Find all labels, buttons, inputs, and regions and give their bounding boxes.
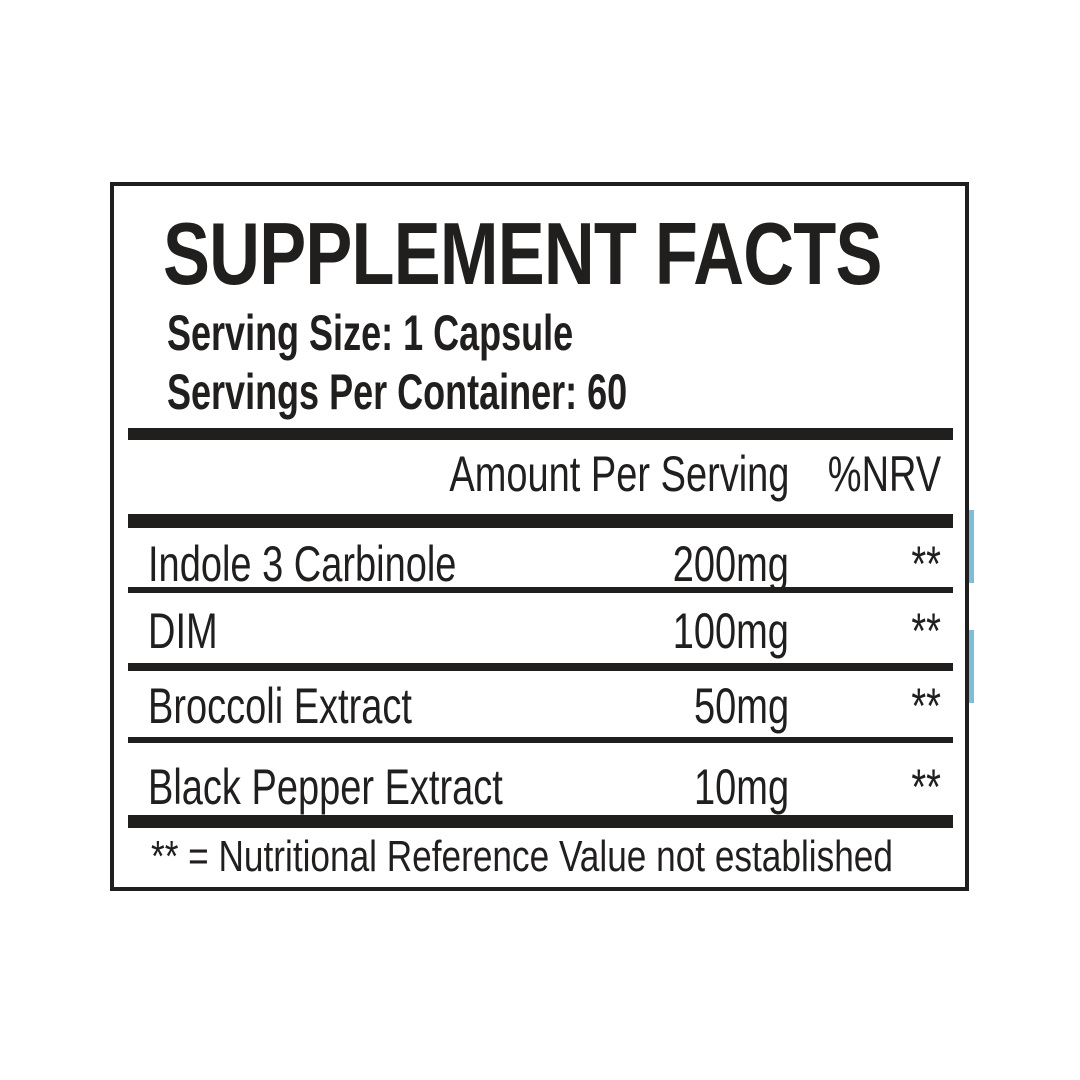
column-header-amount-per-serving: Amount Per Serving — [448, 446, 789, 502]
ingredient-name: Indole 3 Carbinole — [148, 536, 457, 592]
table-row: Broccoli Extract 50mg ** — [114, 681, 965, 735]
ingredient-name: Broccoli Extract — [148, 678, 412, 734]
blue-edge-artifact — [969, 630, 974, 703]
ingredient-amount: 200mg — [672, 536, 789, 592]
table-header-row: Amount Per Serving %NRV — [114, 449, 965, 503]
divider-thick-top — [128, 428, 953, 440]
divider-row — [128, 587, 953, 593]
ingredient-amount: 50mg — [693, 678, 789, 734]
supplement-facts-panel: SUPPLEMENT FACTS Serving Size: 1 Capsule… — [110, 182, 974, 891]
divider-row — [128, 737, 953, 743]
servings-per-container-line: Servings Per Container: 60 — [167, 364, 628, 420]
ingredient-nrv: ** — [911, 536, 941, 592]
divider-row — [128, 663, 953, 671]
divider-thick-below-header — [128, 514, 953, 528]
panel-title: SUPPLEMENT FACTS — [163, 204, 882, 303]
blue-edge-artifact — [969, 510, 974, 583]
ingredient-nrv: ** — [911, 603, 941, 659]
column-header-nrv: %NRV — [827, 446, 941, 502]
ingredient-amount: 10mg — [693, 759, 789, 815]
serving-size-line: Serving Size: 1 Capsule — [167, 305, 574, 361]
ingredient-name: DIM — [148, 603, 218, 659]
ingredient-name: Black Pepper Extract — [148, 759, 503, 815]
divider-thick-bottom — [128, 815, 953, 828]
ingredient-nrv: ** — [911, 759, 941, 815]
table-row: Black Pepper Extract 10mg ** — [114, 762, 965, 816]
table-row: DIM 100mg ** — [114, 606, 965, 660]
table-row: Indole 3 Carbinole 200mg ** — [114, 539, 965, 593]
ingredient-nrv: ** — [911, 678, 941, 734]
nrv-footnote: ** = Nutritional Reference Value not est… — [151, 832, 893, 881]
ingredient-amount: 100mg — [672, 603, 789, 659]
